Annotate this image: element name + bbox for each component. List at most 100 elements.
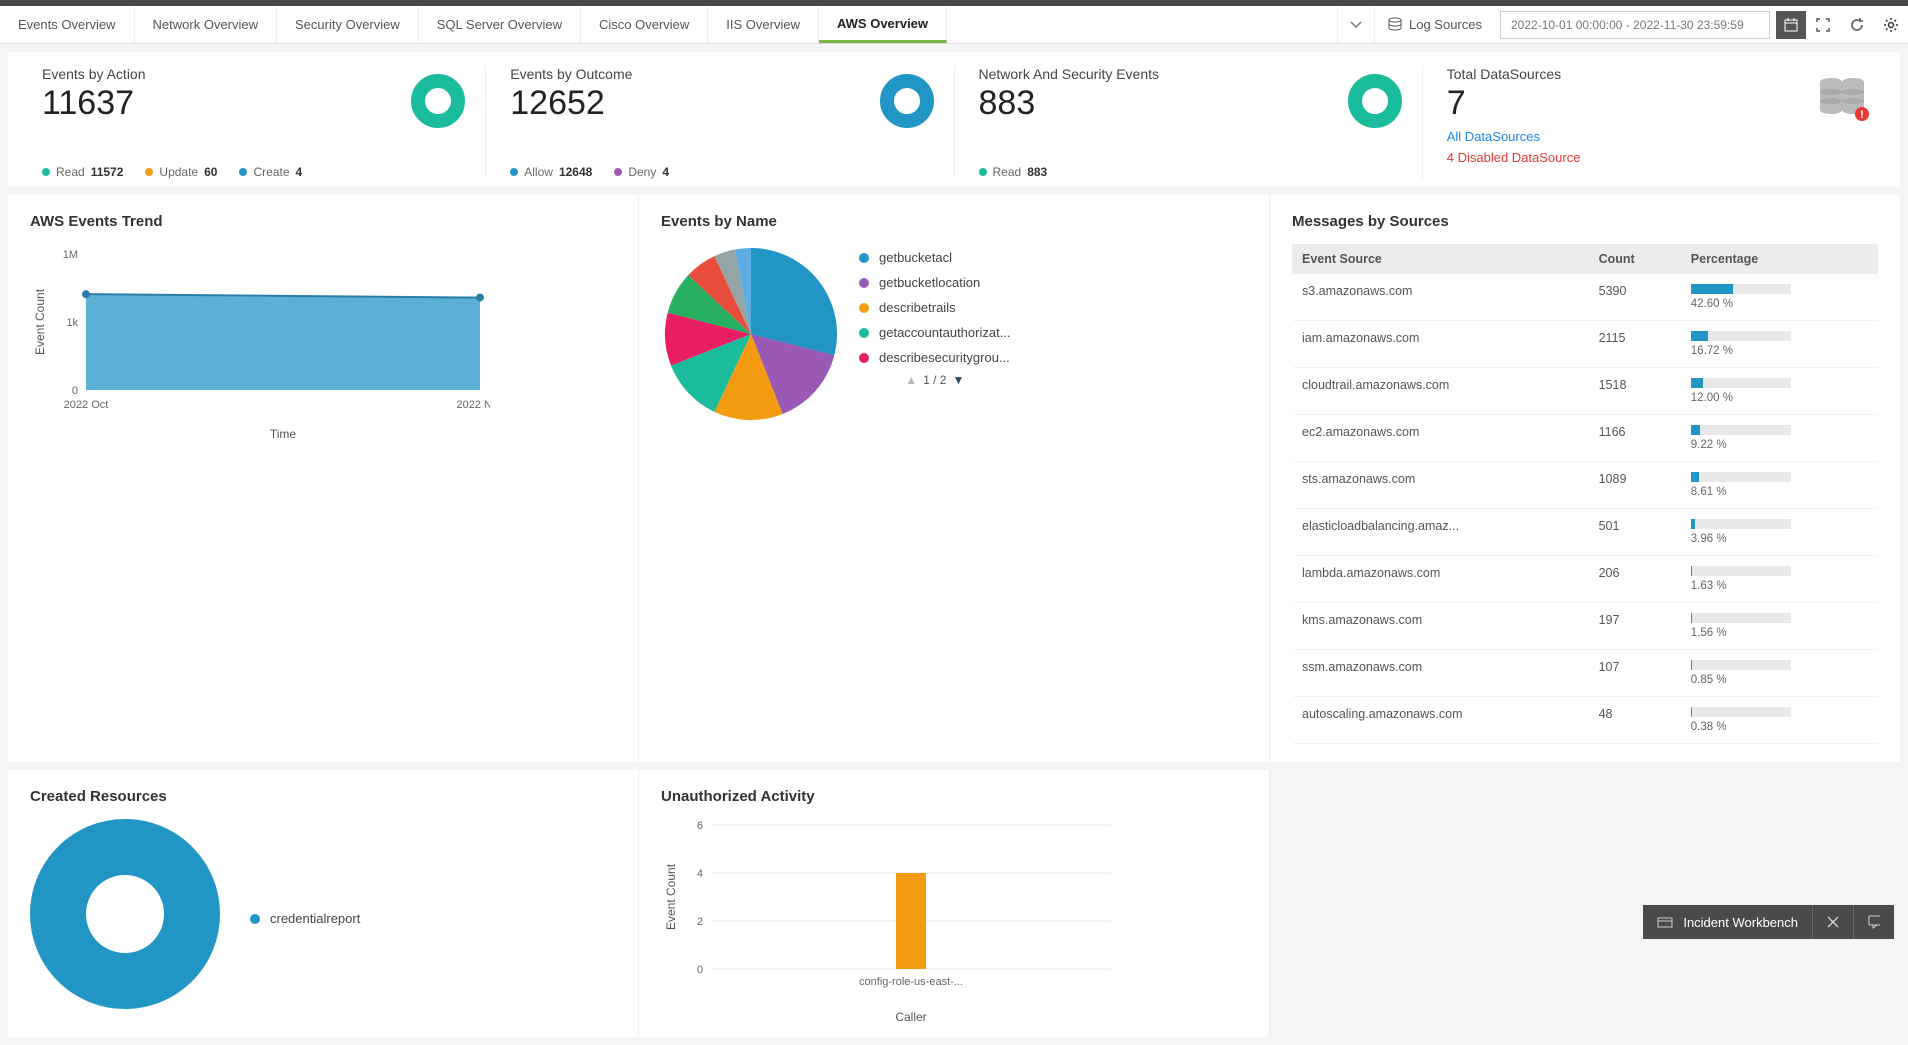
cell-source: ec2.amazonaws.com: [1292, 415, 1589, 462]
log-sources-button[interactable]: Log Sources: [1374, 6, 1494, 43]
area-chart: 01k1M2022 Oct2022 NovTimeEvent Count: [30, 244, 616, 444]
legend-item[interactable]: Create 4: [239, 165, 302, 179]
cell-pct: 42.60 %: [1681, 274, 1878, 321]
column-header[interactable]: Percentage: [1681, 244, 1878, 274]
tab-cisco-overview[interactable]: Cisco Overview: [581, 6, 708, 43]
svg-text:1M: 1M: [63, 249, 78, 261]
workbench-chat-button[interactable]: [1854, 905, 1894, 939]
legend-item[interactable]: credentialreport: [250, 911, 360, 926]
legend-item[interactable]: getaccountauthorizat...: [859, 325, 1011, 340]
table-row[interactable]: lambda.amazonaws.com2061.63 %: [1292, 556, 1878, 603]
panel-aws-events-trend: AWS Events Trend 01k1M2022 Oct2022 NovTi…: [8, 195, 639, 762]
workbench-toggle[interactable]: Incident Workbench: [1643, 905, 1812, 939]
cell-pct: 8.61 %: [1681, 462, 1878, 509]
cell-count: 48: [1589, 697, 1681, 744]
fullscreen-icon: [1816, 18, 1830, 32]
table-row[interactable]: iam.amazonaws.com211516.72 %: [1292, 321, 1878, 368]
legend-value: 4: [296, 165, 303, 179]
table-row[interactable]: cloudtrail.amazonaws.com151812.00 %: [1292, 368, 1878, 415]
refresh-button[interactable]: [1840, 8, 1874, 42]
donut-chart: [30, 819, 220, 1012]
tab-security-overview[interactable]: Security Overview: [277, 6, 419, 43]
legend-label: getbucketlocation: [879, 275, 980, 290]
tab-events-overview[interactable]: Events Overview: [0, 6, 135, 43]
svg-text:0: 0: [697, 964, 703, 976]
panel-created-resources: Created Resources credentialreport: [8, 770, 639, 1037]
panel-events-by-name: Events by Name getbucketacl getbucketloca…: [639, 195, 1270, 762]
pager-next-icon[interactable]: ▼: [952, 373, 964, 387]
pie-legend: getbucketacl getbucketlocation describetra…: [859, 244, 1011, 365]
kpi-title: Events by Action: [42, 66, 461, 82]
cell-pct: 1.56 %: [1681, 603, 1878, 650]
panel-row-2: Created Resources credentialreport Unaut…: [8, 770, 1900, 1037]
pager-text: 1 / 2: [923, 373, 946, 387]
legend-dot: [859, 303, 869, 313]
column-header[interactable]: Event Source: [1292, 244, 1589, 274]
date-range-input[interactable]: 2022-10-01 00:00:00 - 2022-11-30 23:59:5…: [1500, 11, 1770, 39]
calendar-icon: [1784, 18, 1798, 32]
legend-item[interactable]: getbucketacl: [859, 250, 1011, 265]
column-header[interactable]: Count: [1589, 244, 1681, 274]
panel-title: Events by Name: [661, 213, 1247, 230]
kpi-donut: [411, 74, 465, 131]
kpi-title: Events by Outcome: [510, 66, 929, 82]
database-icon: [1387, 17, 1403, 33]
kpi-datasources: Total DataSources 7 All DataSources 4 Di…: [1423, 66, 1890, 179]
legend-item[interactable]: Read 883: [979, 165, 1048, 179]
panel-title: AWS Events Trend: [30, 213, 616, 230]
donut-wrap: credentialreport: [30, 819, 616, 1012]
pie-legend-wrap: getbucketacl getbucketlocation describetra…: [859, 244, 1011, 387]
pie-chart: [661, 244, 841, 427]
cell-count: 206: [1589, 556, 1681, 603]
table-header-row: Event SourceCountPercentage: [1292, 244, 1878, 274]
cell-source: iam.amazonaws.com: [1292, 321, 1589, 368]
tab-sql-server-overview[interactable]: SQL Server Overview: [419, 6, 581, 43]
tab-aws-overview[interactable]: AWS Overview: [819, 6, 947, 43]
tabs-overflow-dropdown[interactable]: [1337, 6, 1374, 43]
legend-dot: [145, 168, 153, 176]
pager-prev-icon[interactable]: ▲: [905, 373, 917, 387]
table-row[interactable]: kms.amazonaws.com1971.56 %: [1292, 603, 1878, 650]
date-range-text: 2022-10-01 00:00:00 - 2022-11-30 23:59:5…: [1511, 18, 1744, 32]
legend-item[interactable]: Update 60: [145, 165, 217, 179]
all-datasources-link[interactable]: All DataSources: [1447, 129, 1866, 144]
legend-label: Allow: [524, 165, 553, 179]
bar-chart: 0246config-role-us-east-...CallerEvent C…: [661, 819, 1247, 1019]
legend-item[interactable]: Deny 4: [614, 165, 669, 179]
table-row[interactable]: sts.amazonaws.com10898.61 %: [1292, 462, 1878, 509]
kpi-network-security: Network And Security Events 883 Read 883: [955, 66, 1423, 179]
tab-network-overview[interactable]: Network Overview: [135, 6, 277, 43]
calendar-button[interactable]: [1776, 11, 1806, 39]
panel-messages-by-sources: Messages by Sources Event SourceCountPer…: [1270, 195, 1900, 762]
settings-button[interactable]: [1874, 8, 1908, 42]
cell-source: kms.amazonaws.com: [1292, 603, 1589, 650]
legend-item[interactable]: getbucketlocation: [859, 275, 1011, 290]
cell-count: 197: [1589, 603, 1681, 650]
fullscreen-button[interactable]: [1806, 8, 1840, 42]
workbench-close-button[interactable]: [1812, 905, 1854, 939]
legend-dot: [859, 253, 869, 263]
svg-text:4: 4: [697, 868, 703, 880]
svg-text:6: 6: [697, 820, 703, 832]
workbench-icon: [1657, 915, 1673, 929]
kpi-value: 883: [979, 84, 1398, 123]
table-row[interactable]: autoscaling.amazonaws.com480.38 %: [1292, 697, 1878, 744]
svg-text:0: 0: [72, 385, 78, 397]
cell-count: 2115: [1589, 321, 1681, 368]
gear-icon: [1883, 17, 1899, 33]
legend-item[interactable]: Read 11572: [42, 165, 123, 179]
table-row[interactable]: ec2.amazonaws.com11669.22 %: [1292, 415, 1878, 462]
legend-item[interactable]: describetrails: [859, 300, 1011, 315]
legend-item[interactable]: describesecuritygrou...: [859, 350, 1011, 365]
legend-value: 11572: [91, 165, 124, 179]
table-row[interactable]: elasticloadbalancing.amaz...5013.96 %: [1292, 509, 1878, 556]
cell-pct: 16.72 %: [1681, 321, 1878, 368]
table-row[interactable]: s3.amazonaws.com539042.60 %: [1292, 274, 1878, 321]
cell-source: ssm.amazonaws.com: [1292, 650, 1589, 697]
svg-text:Event Count: Event Count: [664, 863, 678, 930]
table-row[interactable]: ssm.amazonaws.com1070.85 %: [1292, 650, 1878, 697]
legend-item[interactable]: Allow 12648: [510, 165, 592, 179]
pie-pager: ▲ 1 / 2 ▼: [859, 373, 1011, 387]
kpi-events-by-action: Events by Action 11637 Read 11572Update …: [18, 66, 486, 179]
tab-iis-overview[interactable]: IIS Overview: [708, 6, 819, 43]
